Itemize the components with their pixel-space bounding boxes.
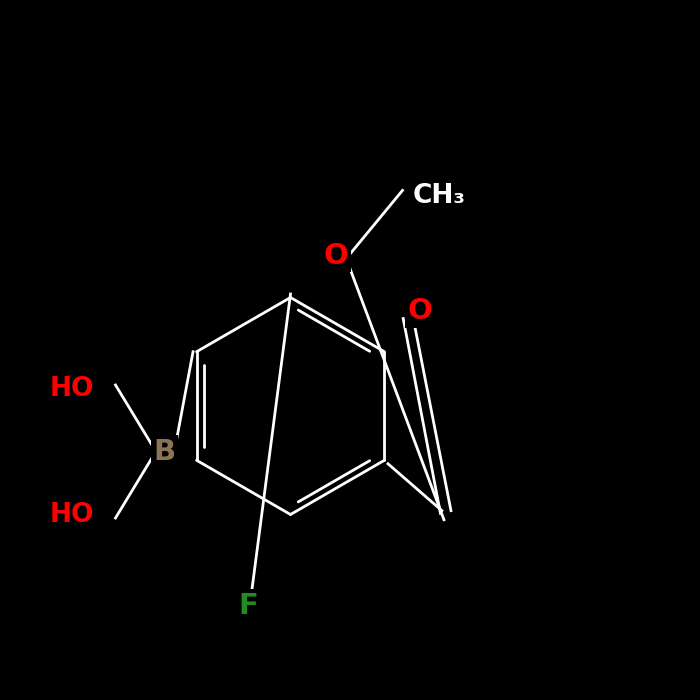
Text: O: O	[323, 241, 349, 270]
Text: CH₃: CH₃	[413, 183, 466, 209]
Text: F: F	[239, 592, 258, 620]
Text: B: B	[153, 438, 176, 466]
Text: HO: HO	[50, 501, 94, 528]
Text: O: O	[407, 298, 433, 326]
Text: HO: HO	[50, 375, 94, 402]
